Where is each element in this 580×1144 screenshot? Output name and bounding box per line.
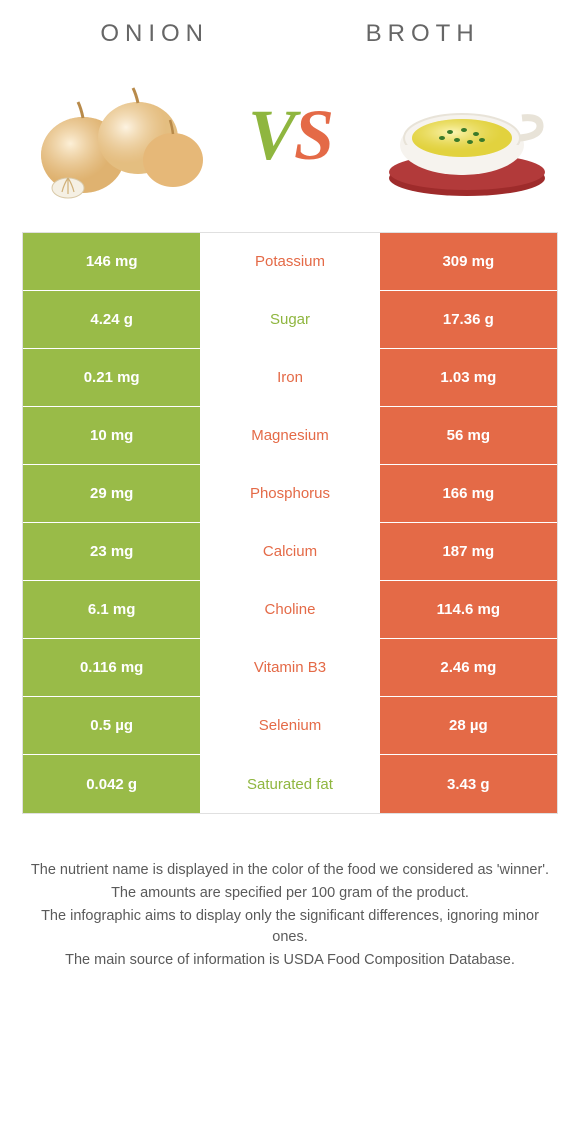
table-row: 146 mgPotassium309 mg	[23, 233, 557, 291]
left-value: 0.116 mg	[23, 639, 201, 696]
nutrient-name: Phosphorus	[201, 465, 379, 522]
left-value: 0.5 µg	[23, 697, 201, 754]
nutrient-name: Sugar	[201, 291, 379, 348]
left-value: 146 mg	[23, 233, 201, 290]
vs-label: VS	[248, 94, 332, 177]
table-row: 10 mgMagnesium56 mg	[23, 407, 557, 465]
footer-line: The nutrient name is displayed in the co…	[30, 860, 550, 881]
nutrient-name: Magnesium	[201, 407, 379, 464]
nutrient-name: Selenium	[201, 697, 379, 754]
left-value: 23 mg	[23, 523, 201, 580]
right-value: 114.6 mg	[380, 581, 557, 638]
broth-image	[372, 60, 552, 210]
table-row: 0.042 gSaturated fat3.43 g	[23, 755, 557, 813]
table-row: 0.116 mgVitamin B32.46 mg	[23, 639, 557, 697]
nutrient-name: Potassium	[201, 233, 379, 290]
right-value: 56 mg	[380, 407, 557, 464]
hero-row: VS	[22, 60, 558, 210]
right-value: 1.03 mg	[380, 349, 557, 406]
left-value: 0.21 mg	[23, 349, 201, 406]
footer-line: The main source of information is USDA F…	[30, 950, 550, 971]
vs-s: S	[294, 95, 332, 175]
footer-line: The amounts are specified per 100 gram o…	[30, 883, 550, 904]
left-value: 29 mg	[23, 465, 201, 522]
title-right: BROTH	[366, 20, 480, 48]
left-value: 0.042 g	[23, 755, 201, 813]
nutrient-table: 146 mgPotassium309 mg4.24 gSugar17.36 g0…	[22, 232, 558, 814]
footer-line: The infographic aims to display only the…	[30, 906, 550, 948]
table-row: 0.21 mgIron1.03 mg	[23, 349, 557, 407]
titles-row: ONION BROTH	[22, 20, 558, 48]
footer-notes: The nutrient name is displayed in the co…	[22, 860, 558, 971]
right-value: 3.43 g	[380, 755, 557, 813]
title-left: ONION	[100, 20, 209, 48]
nutrient-name: Vitamin B3	[201, 639, 379, 696]
table-row: 4.24 gSugar17.36 g	[23, 291, 557, 349]
onion-image	[28, 60, 208, 210]
table-row: 6.1 mgCholine114.6 mg	[23, 581, 557, 639]
table-row: 29 mgPhosphorus166 mg	[23, 465, 557, 523]
right-value: 309 mg	[380, 233, 557, 290]
left-value: 6.1 mg	[23, 581, 201, 638]
nutrient-name: Iron	[201, 349, 379, 406]
right-value: 187 mg	[380, 523, 557, 580]
nutrient-name: Choline	[201, 581, 379, 638]
right-value: 2.46 mg	[380, 639, 557, 696]
table-row: 0.5 µgSelenium28 µg	[23, 697, 557, 755]
nutrient-name: Saturated fat	[201, 755, 379, 813]
left-value: 4.24 g	[23, 291, 201, 348]
right-value: 166 mg	[380, 465, 557, 522]
infographic-container: ONION BROTH VS	[0, 0, 580, 993]
left-value: 10 mg	[23, 407, 201, 464]
table-row: 23 mgCalcium187 mg	[23, 523, 557, 581]
right-value: 17.36 g	[380, 291, 557, 348]
vs-v: V	[248, 95, 294, 175]
right-value: 28 µg	[380, 697, 557, 754]
nutrient-name: Calcium	[201, 523, 379, 580]
